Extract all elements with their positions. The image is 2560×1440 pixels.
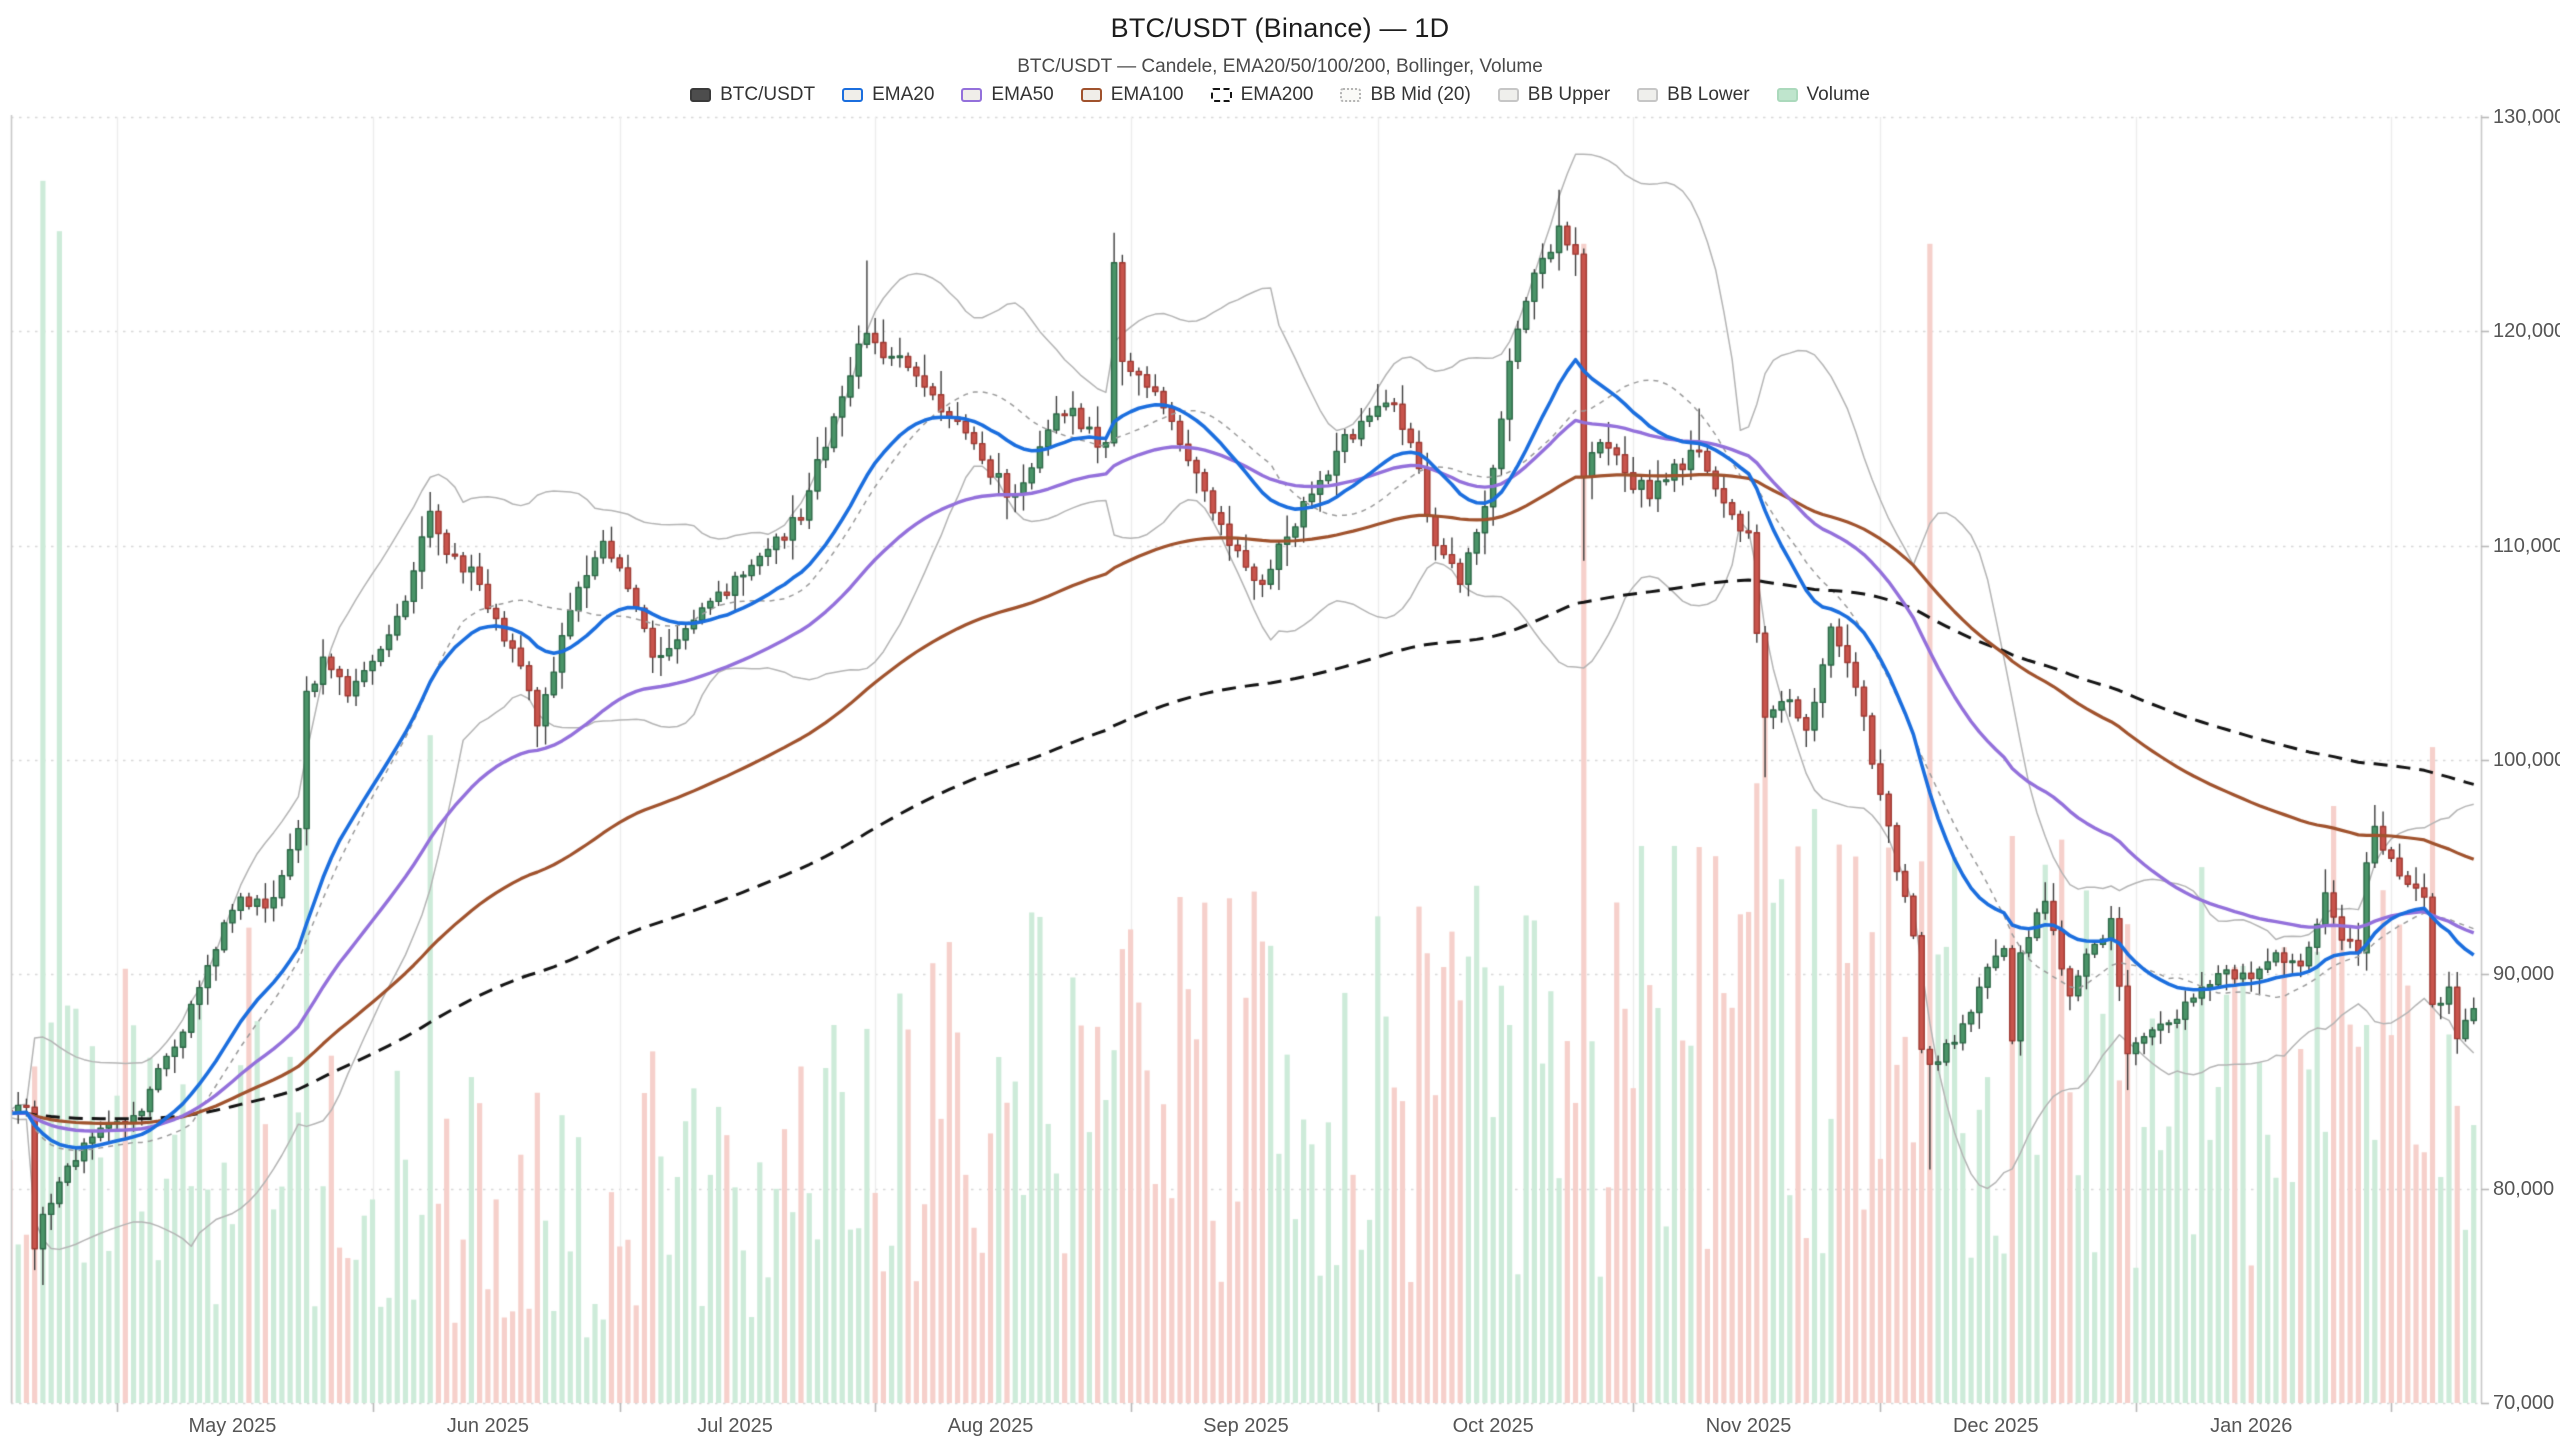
legend-swatch-ema20 bbox=[842, 88, 864, 102]
legend-swatch-bb-mid bbox=[1340, 88, 1362, 102]
legend-label-btcusdt: BTC/USDT bbox=[720, 84, 816, 105]
x-axis-label: Oct 2025 bbox=[1452, 1415, 1534, 1437]
legend-item-ema100: EMA100 bbox=[1080, 84, 1184, 106]
x-axis-label: Jul 2025 bbox=[697, 1415, 773, 1437]
y-axis-label: 90,000 bbox=[2493, 963, 2555, 986]
legend-swatch-bb-upper bbox=[1497, 88, 1519, 102]
y-axis-label: 70,000 bbox=[2493, 1392, 2555, 1414]
legend-label-bb-lower: BB Lower bbox=[1667, 84, 1750, 105]
legend-swatch-volume bbox=[1776, 88, 1798, 102]
legend-label-ema100: EMA100 bbox=[1110, 84, 1184, 105]
y-axis-label: 120,000 bbox=[2493, 320, 2560, 343]
legend-label-ema50: EMA50 bbox=[991, 84, 1054, 105]
legend-label-ema20: EMA20 bbox=[872, 84, 935, 105]
y-axis-label: 110,000 bbox=[2493, 534, 2560, 557]
x-axis-label: Jun 2025 bbox=[446, 1415, 530, 1437]
chart-title: BTC/USDT (Binance) — 1D bbox=[1110, 13, 1450, 43]
y-axis-label: 130,000 bbox=[2493, 106, 2560, 128]
x-axis-label: Aug 2025 bbox=[947, 1415, 1034, 1437]
legend-label-ema200: EMA200 bbox=[1240, 84, 1314, 105]
x-axis-label: Sep 2025 bbox=[1203, 1415, 1289, 1437]
legend-swatch-ema50 bbox=[961, 88, 983, 102]
x-axis-label: Jan 2026 bbox=[2210, 1415, 2293, 1437]
y-axis-label: 100,000 bbox=[2493, 749, 2560, 771]
legend-item-bb-mid: BB Mid (20) bbox=[1340, 84, 1471, 106]
chart-subtitle: BTC/USDT — Candele, EMA20/50/100/200, Bo… bbox=[1017, 56, 1543, 77]
legend-item-bb-lower: BB Lower bbox=[1637, 84, 1750, 106]
legend-item-ema20: EMA20 bbox=[842, 84, 934, 106]
legend-swatch-bb-lower bbox=[1637, 88, 1659, 102]
chart-legend: BTC/USDT EMA20 EMA50 EMA100 EMA200 BB Mid (20… bbox=[0, 84, 2560, 106]
x-axis-label: Nov 2025 bbox=[1705, 1415, 1792, 1437]
legend-item-volume: Volume bbox=[1776, 84, 1870, 106]
x-axis-label: May 2025 bbox=[188, 1415, 277, 1437]
legend-swatch-btcusdt bbox=[690, 88, 712, 102]
legend-item-ema50: EMA50 bbox=[961, 84, 1054, 106]
legend-swatch-ema200 bbox=[1210, 88, 1232, 102]
legend-label-volume: Volume bbox=[1806, 84, 1870, 105]
legend-item-bb-upper: BB Upper bbox=[1497, 84, 1611, 106]
legend-label-bb-upper: BB Upper bbox=[1527, 84, 1611, 105]
legend-label-bb-mid: BB Mid (20) bbox=[1370, 84, 1471, 105]
x-axis-label: Dec 2025 bbox=[1952, 1415, 2039, 1437]
legend-swatch-ema100 bbox=[1080, 88, 1102, 102]
legend-item-ema200: EMA200 bbox=[1210, 84, 1314, 106]
legend-item-btcusdt: BTC/USDT bbox=[690, 84, 815, 106]
y-axis-label: 80,000 bbox=[2493, 1177, 2555, 1200]
